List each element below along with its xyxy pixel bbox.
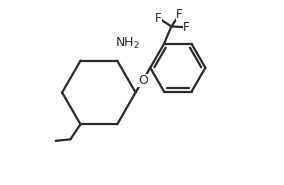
Text: O: O (138, 74, 148, 87)
Text: F: F (183, 21, 190, 34)
Text: F: F (155, 12, 162, 25)
Text: NH$_2$: NH$_2$ (115, 36, 140, 51)
Text: F: F (176, 8, 183, 21)
